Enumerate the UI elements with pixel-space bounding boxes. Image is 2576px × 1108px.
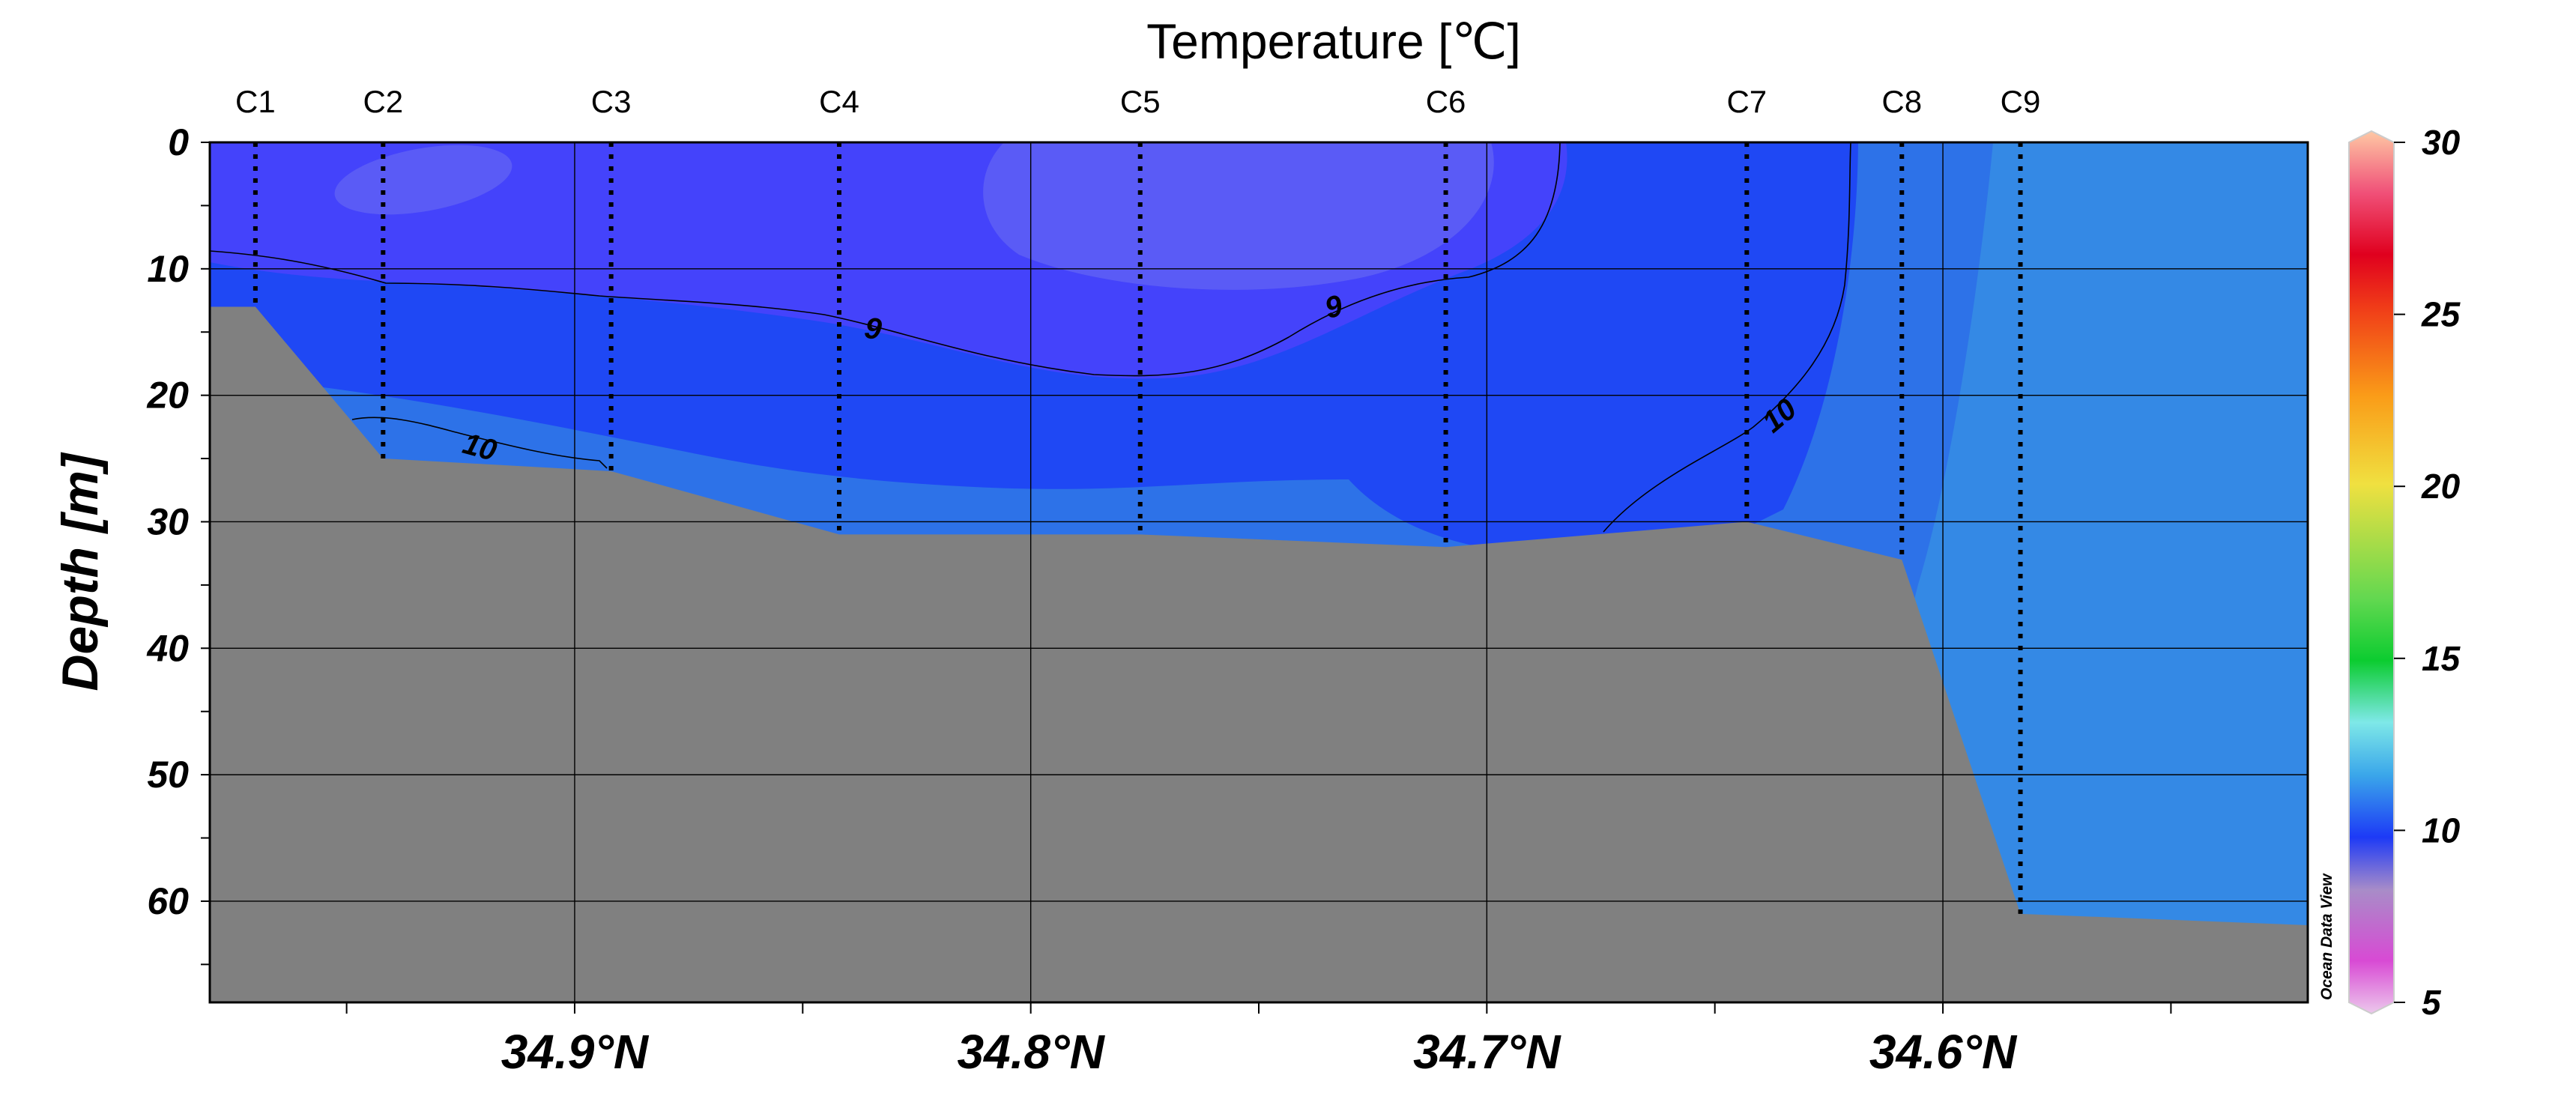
station-label: C6 [1426, 84, 1466, 119]
station-label: C5 [1120, 84, 1161, 119]
contour-line-10 [351, 417, 608, 469]
temperature-zone [983, 142, 1494, 290]
y-tick-label: 40 [146, 627, 189, 669]
colorbar: 5 10 15 20 25 30 [2348, 123, 2461, 1022]
station-label: C4 [819, 84, 859, 119]
colorbar-tick-label: 30 [2422, 123, 2461, 162]
y-tick-label: 30 [147, 500, 189, 542]
station-label: C3 [591, 84, 632, 119]
colorbar-scale [2348, 130, 2395, 1015]
x-axis: 34.9°N 34.8°N 34.7°N 34.6°N [345, 1002, 2172, 1079]
y-axis: 0 10 20 30 40 50 60 [146, 121, 210, 966]
x-tick-label: 34.6°N [1869, 1025, 2018, 1079]
y-axis-label: Depth [m] [52, 452, 109, 691]
colorbar-tick-label: 20 [2421, 467, 2461, 506]
bathymetry-seafloor [210, 306, 2308, 1002]
y-tick-label: 50 [147, 754, 189, 796]
grid-lines [210, 142, 2308, 1002]
contour-line-9 [210, 142, 1561, 377]
colorbar-tick-label: 10 [2422, 811, 2461, 850]
temperature-zone [334, 145, 513, 215]
station-labels: C1 C2 C3 C4 C5 C6 C7 C8 C9 [235, 84, 2040, 119]
colorbar-tick-label: 25 [2421, 295, 2461, 334]
station-label: C9 [2001, 84, 2041, 119]
station-label: C7 [1726, 84, 1767, 119]
y-tick-label: 0 [168, 121, 189, 163]
colorbar-tick-label: 5 [2422, 983, 2442, 1022]
y-tick-label: 10 [147, 248, 189, 290]
plot-area [210, 142, 2308, 1002]
chart-title: Temperature [℃] [1146, 13, 1521, 69]
contour-line-10 [1603, 142, 1851, 533]
ocean-data-view-watermark: Ocean Data View [2318, 873, 2335, 1000]
x-tick-label: 34.7°N [1413, 1025, 1561, 1079]
y-tick-label: 20 [146, 375, 189, 417]
x-tick-label: 34.9°N [501, 1025, 650, 1079]
station-label: C1 [235, 84, 276, 119]
colorbar-ticks: 5 10 15 20 25 30 [2394, 123, 2461, 1022]
station-label: C8 [1881, 84, 1922, 119]
station-lines [253, 142, 2023, 914]
station-label: C2 [363, 84, 403, 119]
x-tick-label: 34.8°N [957, 1025, 1105, 1079]
y-tick-label: 60 [147, 880, 189, 922]
colorbar-tick-label: 15 [2422, 639, 2461, 678]
